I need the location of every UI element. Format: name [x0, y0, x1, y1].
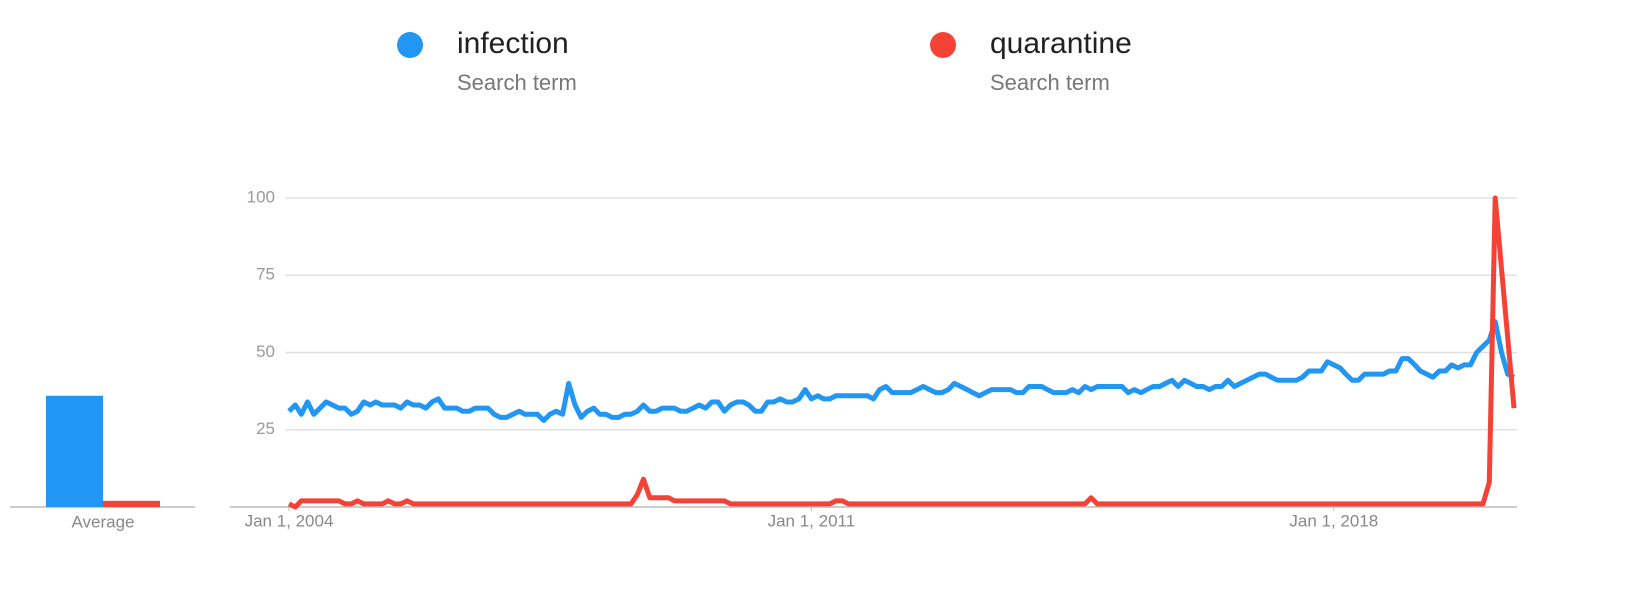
average-bar: [103, 500, 160, 507]
legend-label: quarantine: [990, 27, 1132, 60]
series-line: [287, 195, 1517, 510]
y-tick-label: 50: [256, 342, 275, 361]
legend-sublabel: Search term: [457, 70, 577, 95]
legend-swatch: [930, 32, 956, 58]
average-bar: [46, 395, 103, 507]
y-tick-label: 100: [247, 187, 275, 206]
average-label: Average: [71, 512, 134, 531]
legend-sublabel: Search term: [990, 70, 1110, 95]
x-tick-label: Jan 1, 2018: [1289, 511, 1378, 530]
x-tick-label: Jan 1, 2004: [245, 511, 334, 530]
series-line: [287, 319, 1516, 423]
y-tick-label: 25: [256, 419, 275, 438]
legend-label: infection: [457, 27, 569, 60]
y-tick-label: 75: [256, 265, 275, 284]
x-tick-label: Jan 1, 2011: [768, 511, 856, 530]
legend-swatch: [397, 32, 423, 58]
